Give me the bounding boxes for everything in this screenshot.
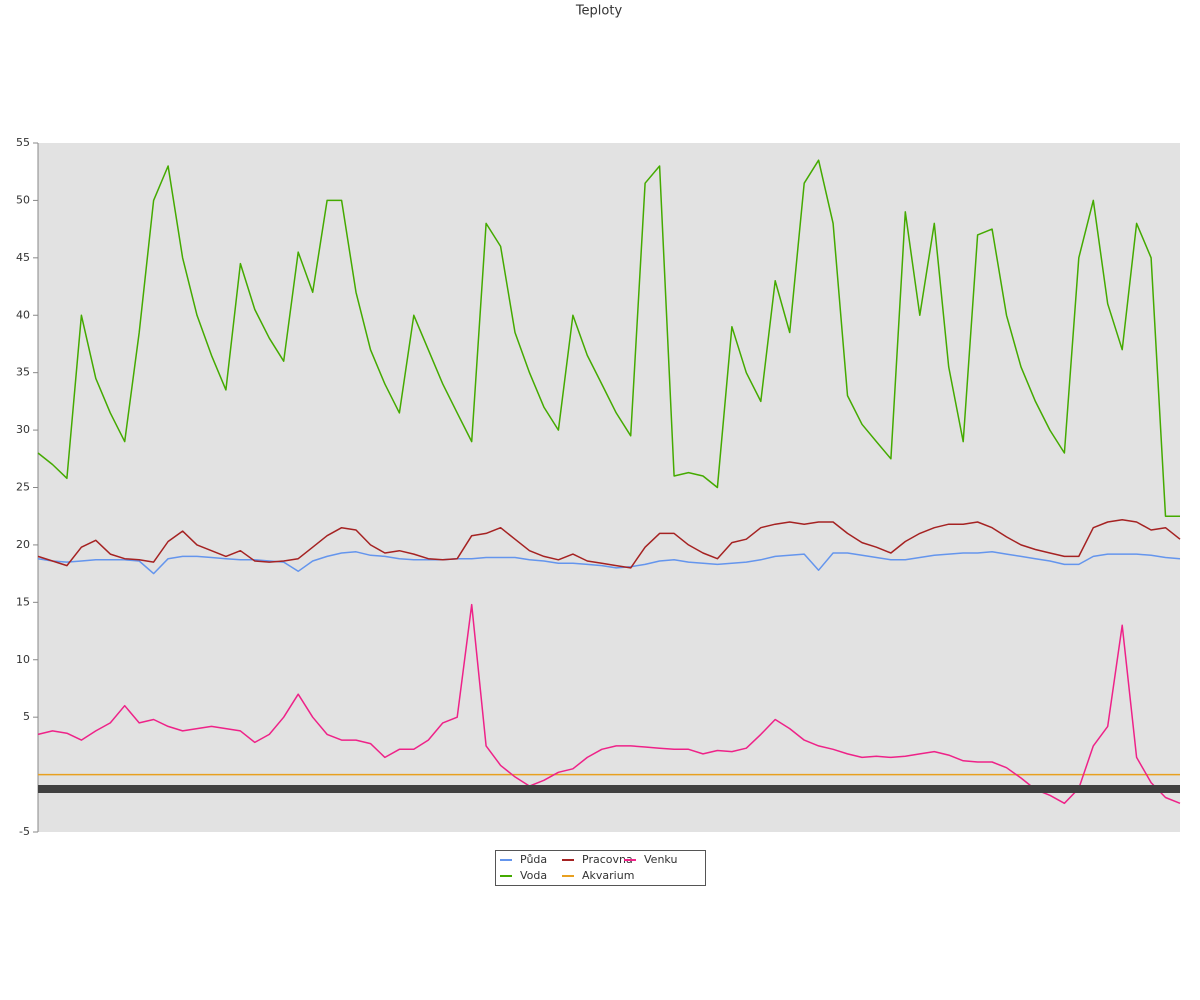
y-tick-label: 25	[16, 481, 30, 494]
y-tick-label: 30	[16, 423, 30, 436]
x-axis-labels-overlap	[38, 785, 1180, 793]
series-line	[37, 551, 1181, 575]
legend-label: Akvarium	[582, 869, 634, 882]
series-line	[37, 518, 1181, 569]
legend-label: Voda	[520, 869, 547, 882]
plot-area	[38, 143, 1180, 832]
y-tick-label: 45	[16, 251, 30, 264]
series-line	[37, 159, 1180, 517]
y-tick-label: 35	[16, 366, 30, 379]
legend-box	[495, 850, 706, 886]
y-tick-label: 10	[16, 653, 30, 666]
y-tick-label: 5	[23, 710, 30, 723]
marks	[37, 159, 1181, 805]
legend-label: Venku	[644, 853, 677, 866]
legend-label: Půda	[520, 853, 547, 866]
y-tick-label: 50	[16, 193, 30, 206]
chart-title: Teploty	[575, 4, 623, 19]
y-tick-label: 15	[16, 595, 30, 608]
y-tick-label: 40	[16, 308, 30, 321]
series-line	[37, 603, 1181, 805]
y-tick-label: 20	[16, 538, 30, 551]
y-tick-label: 55	[16, 136, 30, 149]
y-tick-label: -5	[19, 825, 30, 838]
legend-label: Pracovna	[582, 853, 633, 866]
